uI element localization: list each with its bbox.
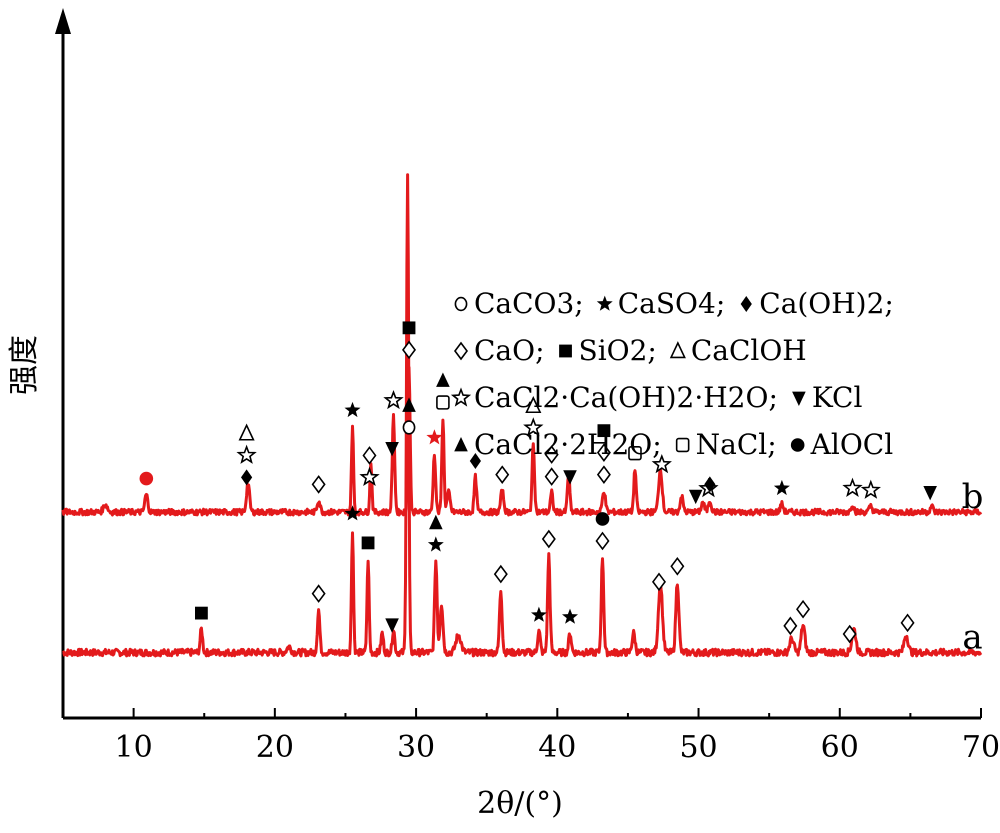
marker-calcium-oxide: [544, 467, 559, 486]
marker-calcium-oxide: [541, 529, 556, 549]
legend-label: AlOCl: [810, 428, 894, 461]
marker-calcium-oxide: [842, 624, 857, 644]
legend-label: KCl: [812, 381, 863, 414]
marker-silica: [361, 536, 375, 550]
marker-potassium-chloride: [563, 470, 577, 485]
marker-calcium-chloride-dihydrate: [454, 437, 468, 452]
curves: ab: [61, 173, 984, 658]
marker-calcium-chloride-hydroxide-hydrate: [450, 387, 472, 407]
marker-calcium-chloride-hydroxide: [525, 395, 542, 414]
marker-calcium-chloride-hydroxide-hydrate: [383, 389, 404, 410]
marker-calcium-oxide: [596, 443, 611, 462]
marker-aluminum-oxychloride: [790, 438, 805, 452]
y-axis-arrow: [55, 8, 71, 34]
marker-calcium-oxide: [311, 475, 326, 494]
marker-calcium-hydroxide: [241, 469, 253, 486]
marker-silica: [195, 606, 208, 620]
legend-label: SiO2;: [579, 334, 657, 367]
marker-calcium-oxide: [651, 572, 666, 592]
marker-calcium-chloride-hydroxide-hydrate: [236, 444, 257, 464]
marker-calcium-chloride-dihydrate: [429, 514, 443, 530]
marker-calcium-oxide: [544, 445, 559, 464]
marker-calcium-oxide: [495, 465, 510, 484]
marker-calcium-oxide: [900, 613, 915, 633]
marker-calcium-oxide: [596, 465, 611, 484]
x-tick-label: 10: [115, 730, 153, 765]
marker-potassium-chloride: [923, 485, 937, 501]
x-tick-label: 50: [679, 730, 717, 765]
peak-markers: [139, 321, 937, 644]
marker-aluminum-oxychloride: [595, 512, 610, 526]
marker-calcium-sulfate: [562, 608, 578, 624]
marker-calcium-chloride-dihydrate: [436, 372, 450, 387]
marker-calcium-oxide: [362, 446, 377, 465]
marker-calcium-hydroxide: [469, 453, 481, 469]
marker-calcium-hydroxide: [740, 296, 752, 312]
marker-calcium-oxide: [783, 616, 798, 636]
marker-calcium-hydroxide: [704, 476, 716, 493]
marker-potassium-chloride: [385, 618, 399, 633]
marker-sodium-chloride: [628, 445, 642, 461]
marker-calcium-oxide: [670, 556, 685, 576]
legend-label: NaCl;: [696, 428, 777, 461]
marker-sodium-chloride: [675, 437, 690, 453]
y-axis-title: 强度: [7, 335, 42, 395]
marker-calcium-oxide: [595, 531, 610, 551]
marker-aluminum-oxychloride: [139, 471, 154, 486]
marker-calcium-sulfate: [344, 401, 361, 418]
x-tick-label: 40: [538, 730, 576, 765]
x-axis-title: 2θ/(°): [477, 786, 563, 821]
x-tick-label: 20: [256, 730, 294, 765]
marker-silica: [559, 344, 572, 358]
legend: CaCO3; CaSO4; Ca(OH)2; CaO; SiO2; CaClOH CaCl2…: [450, 287, 894, 461]
marker-calcium-chloride-hydroxide: [238, 423, 255, 441]
x-tick-label: 60: [821, 730, 859, 765]
legend-label: Ca(OH)2;: [759, 287, 894, 320]
marker-calcium-chloride-hydroxide-hydrate: [842, 477, 863, 497]
marker-potassium-chloride: [385, 441, 399, 457]
legend-label: CaClOH: [691, 334, 807, 367]
marker-calcium-chloride-dihydrate: [402, 397, 416, 412]
marker-calcium-sulfate: [596, 295, 613, 311]
marker-calcium-sulfate: [426, 429, 443, 445]
marker-calcium-carbonate: [402, 420, 416, 435]
legend-label: CaCl2·2H2O;: [474, 428, 662, 461]
marker-calcium-carbonate: [454, 296, 468, 312]
marker-silica: [597, 424, 611, 438]
marker-calcium-chloride-hydroxide-hydrate: [523, 417, 544, 437]
marker-silica: [402, 321, 416, 335]
marker-calcium-chloride-hydroxide-hydrate: [651, 453, 672, 474]
marker-calcium-sulfate: [773, 479, 790, 496]
legend-label: CaCl2·Ca(OH)2·H2O;: [474, 381, 778, 414]
legend-label: CaSO4;: [618, 287, 726, 320]
marker-calcium-oxide: [402, 340, 417, 360]
marker-calcium-chloride-hydroxide-hydrate: [860, 479, 881, 499]
marker-calcium-oxide: [454, 341, 468, 361]
series-line-a: [62, 173, 983, 658]
legend-label: CaO;: [474, 334, 545, 367]
marker-potassium-chloride: [792, 391, 806, 406]
marker-calcium-chloride-hydroxide-hydrate: [359, 466, 380, 487]
series-label-a: a: [962, 618, 982, 658]
series-line-b: [61, 366, 983, 517]
x-tick-label: 30: [397, 730, 435, 765]
marker-calcium-sulfate: [531, 606, 547, 622]
legend-label: CaCO3;: [474, 287, 584, 320]
marker-calcium-oxide: [493, 564, 508, 584]
marker-calcium-oxide: [796, 599, 811, 619]
marker-calcium-oxide: [311, 584, 326, 603]
marker-calcium-sulfate: [344, 505, 361, 521]
marker-calcium-sulfate: [427, 536, 444, 552]
x-tick-label: 70: [962, 730, 1000, 765]
marker-sodium-chloride: [436, 395, 450, 410]
marker-calcium-chloride-hydroxide: [669, 341, 686, 359]
axes: 10 20 30 40 50 60 70: [55, 8, 1000, 765]
series-label-b: b: [962, 477, 984, 517]
marker-potassium-chloride: [688, 489, 703, 505]
